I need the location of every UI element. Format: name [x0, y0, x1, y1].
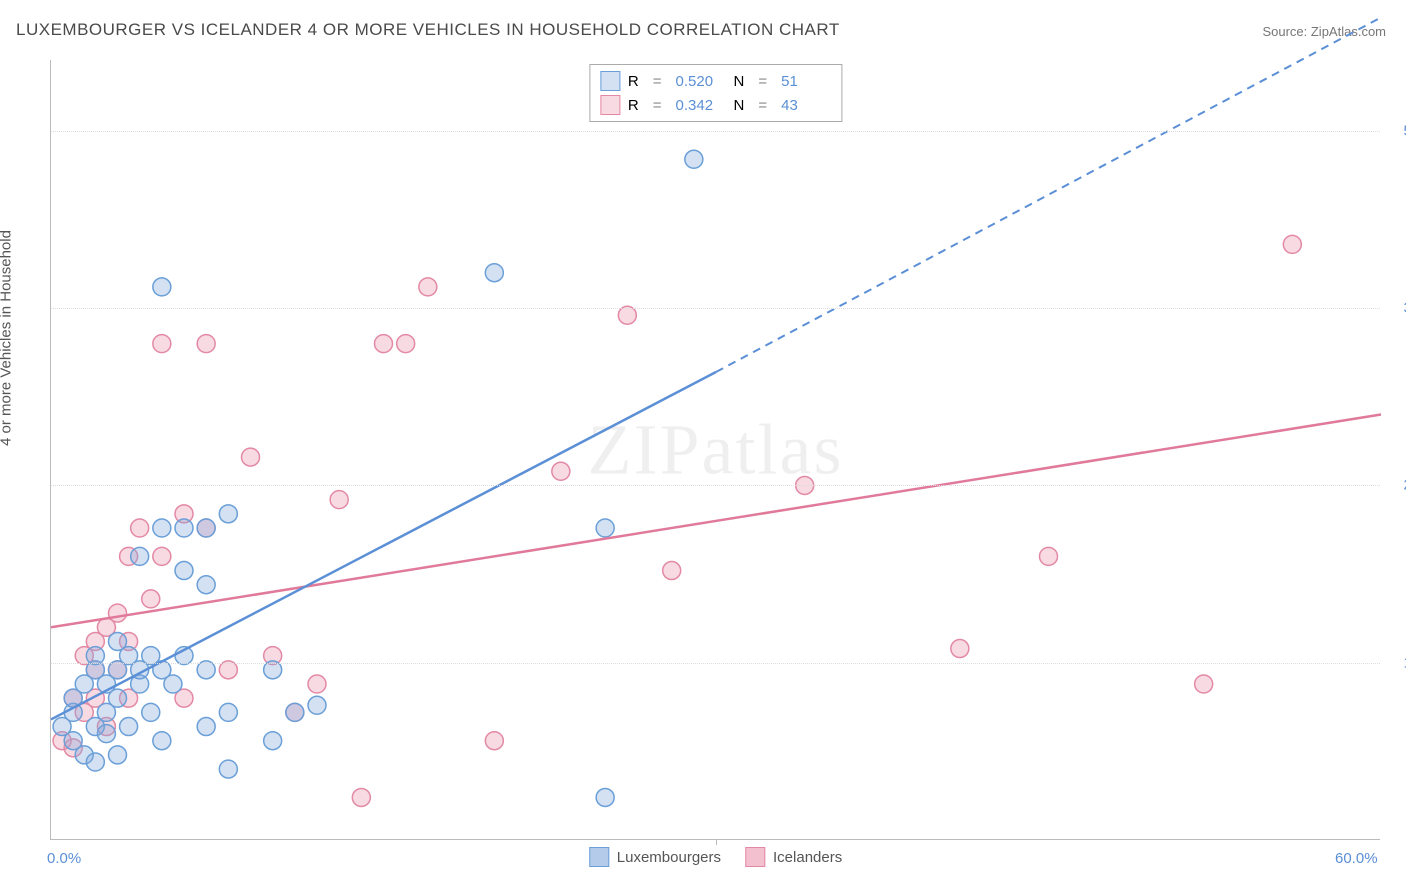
legend-r-value-1: 0.520	[676, 73, 726, 90]
scatter-point	[197, 519, 215, 537]
gridline	[51, 308, 1380, 309]
scatter-point	[120, 718, 138, 736]
legend-r-label: R	[628, 73, 639, 90]
scatter-point	[308, 675, 326, 693]
scatter-point	[1195, 675, 1213, 693]
equals-sign: =	[653, 97, 662, 114]
legend-n-value-2: 43	[781, 97, 831, 114]
scatter-point	[153, 547, 171, 565]
y-tick-label: 12.5%	[1386, 654, 1406, 671]
scatter-point	[219, 760, 237, 778]
legend-n-label: N	[734, 73, 745, 90]
source-attribution: Source: ZipAtlas.com	[1262, 24, 1386, 39]
legend-item-1: Luxembourgers	[589, 847, 721, 867]
scatter-point	[131, 547, 149, 565]
legend-n-value-1: 51	[781, 73, 831, 90]
legend-item-2: Icelanders	[745, 847, 842, 867]
scatter-point	[164, 675, 182, 693]
x-tick-label: 0.0%	[47, 850, 81, 867]
equals-sign: =	[758, 97, 767, 114]
plot-area: ZIPatlas R = 0.520 N = 51 R = 0.342 N = …	[50, 60, 1380, 840]
regression-line	[51, 415, 1381, 628]
scatter-point	[485, 732, 503, 750]
scatter-point	[552, 462, 570, 480]
scatter-point	[596, 519, 614, 537]
scatter-point	[330, 491, 348, 509]
legend-bottom-swatch-1	[589, 847, 609, 867]
scatter-point	[197, 335, 215, 353]
legend-bottom-swatch-2	[745, 847, 765, 867]
y-tick-label: 50.0%	[1386, 122, 1406, 139]
legend-swatch-1	[600, 71, 620, 91]
scatter-point	[352, 788, 370, 806]
legend-bottom-label-1: Luxembourgers	[617, 849, 721, 866]
scatter-point	[308, 696, 326, 714]
legend-n-label: N	[734, 97, 745, 114]
scatter-point	[86, 753, 104, 771]
scatter-point	[153, 278, 171, 296]
y-tick-label: 37.5%	[1386, 300, 1406, 317]
scatter-point	[197, 576, 215, 594]
legend-swatch-2	[600, 95, 620, 115]
scatter-point	[663, 562, 681, 580]
scatter-point	[1040, 547, 1058, 565]
scatter-point	[153, 519, 171, 537]
chart-title: LUXEMBOURGER VS ICELANDER 4 OR MORE VEHI…	[16, 20, 840, 40]
gridline	[51, 485, 1380, 486]
legend-row-series-2: R = 0.342 N = 43	[600, 93, 831, 117]
series-legend: Luxembourgers Icelanders	[589, 847, 842, 867]
scatter-point	[219, 505, 237, 523]
gridline	[51, 663, 1380, 664]
scatter-point	[485, 264, 503, 282]
legend-row-series-1: R = 0.520 N = 51	[600, 69, 831, 93]
scatter-point	[153, 732, 171, 750]
regression-line	[51, 372, 716, 719]
legend-r-label: R	[628, 97, 639, 114]
scatter-point	[142, 703, 160, 721]
scatter-point	[419, 278, 437, 296]
scatter-point	[131, 519, 149, 537]
x-tick-label: 60.0%	[1335, 850, 1378, 867]
scatter-point	[264, 732, 282, 750]
scatter-point	[242, 448, 260, 466]
scatter-point	[397, 335, 415, 353]
scatter-point	[175, 519, 193, 537]
scatter-point	[109, 689, 127, 707]
scatter-point	[109, 746, 127, 764]
y-axis-label: 4 or more Vehicles in Household	[0, 230, 15, 446]
equals-sign: =	[653, 73, 662, 90]
gridline	[51, 131, 1380, 132]
scatter-point	[219, 703, 237, 721]
scatter-point	[97, 725, 115, 743]
y-tick-label: 25.0%	[1386, 477, 1406, 494]
scatter-point	[685, 150, 703, 168]
legend-bottom-label-2: Icelanders	[773, 849, 842, 866]
legend-r-value-2: 0.342	[676, 97, 726, 114]
scatter-point	[1283, 235, 1301, 253]
scatter-point	[375, 335, 393, 353]
scatter-point	[951, 640, 969, 658]
x-minor-tick	[716, 839, 717, 845]
scatter-point	[596, 788, 614, 806]
scatter-point	[109, 604, 127, 622]
scatter-point	[142, 590, 160, 608]
correlation-legend: R = 0.520 N = 51 R = 0.342 N = 43	[589, 64, 842, 122]
scatter-point	[175, 562, 193, 580]
scatter-point	[153, 335, 171, 353]
scatter-point	[286, 703, 304, 721]
equals-sign: =	[758, 73, 767, 90]
plot-svg	[51, 60, 1380, 839]
scatter-point	[197, 718, 215, 736]
